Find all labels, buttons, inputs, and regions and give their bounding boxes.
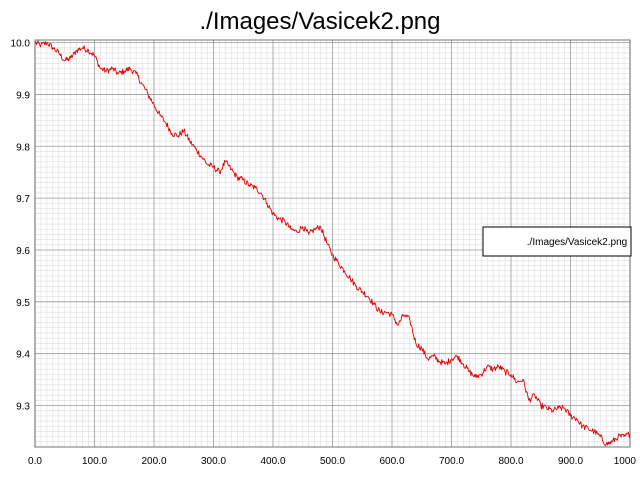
series-layer <box>34 40 631 447</box>
series-line <box>34 40 631 447</box>
x-tick-label: 300.0 <box>201 456 226 467</box>
chart-title: ./Images/Vasicek2.png <box>199 8 440 35</box>
x-tick-label: 500.0 <box>320 456 345 467</box>
x-tick-label: 200.0 <box>141 456 166 467</box>
legend-entry-label: ./Images/Vasicek2.png <box>527 237 627 248</box>
x-tick-label: 400.0 <box>260 456 285 467</box>
y-tick-label: 9.3 <box>16 402 30 413</box>
y-tick-label: 9.7 <box>16 194 30 205</box>
x-axis-ticks: 0.0 100.0 200.0 300.0 400.0 500.0 600.0 700.0 80… <box>28 456 636 467</box>
y-tick-label: 10.0 <box>11 39 31 50</box>
y-tick-label: 9.6 <box>16 246 30 257</box>
x-tick-label: 0.0 <box>28 456 42 467</box>
x-tick-label: 100.0 <box>82 456 107 467</box>
legend: ./Images/Vasicek2.png <box>482 226 632 257</box>
legend-box <box>482 226 632 257</box>
x-tick-label: 1000 <box>614 456 637 467</box>
y-tick-label: 9.9 <box>16 90 30 101</box>
y-axis-ticks: 10.0 9.9 9.8 9.7 9.6 9.5 9.4 9.3 <box>11 39 31 413</box>
x-tick-label: 600.0 <box>379 456 404 467</box>
x-tick-label: 800.0 <box>498 456 523 467</box>
x-tick-label: 700.0 <box>439 456 464 467</box>
y-tick-label: 9.8 <box>16 142 30 153</box>
y-tick-label: 9.5 <box>16 298 30 309</box>
y-tick-label: 9.4 <box>16 350 30 361</box>
x-tick-label: 900.0 <box>558 456 583 467</box>
